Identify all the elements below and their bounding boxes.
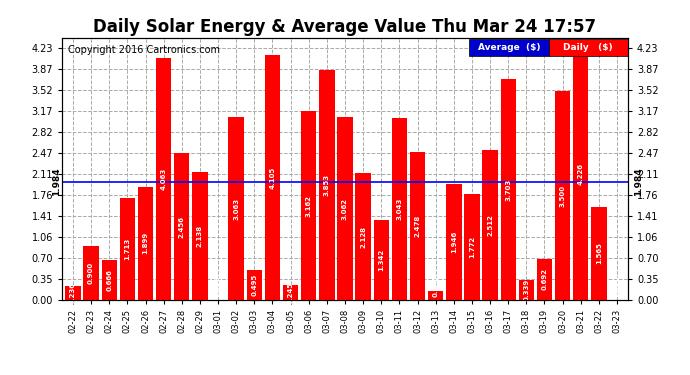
Text: 3.500: 3.500 (560, 184, 566, 207)
Bar (193, 172, 208, 300)
Text: 2.138: 2.138 (197, 225, 203, 247)
Text: 0.900: 0.900 (88, 262, 94, 284)
Bar (373, 220, 389, 300)
Text: 1.899: 1.899 (143, 232, 148, 255)
Text: 1.772: 1.772 (469, 236, 475, 258)
Bar (301, 111, 317, 300)
Bar (464, 194, 480, 300)
Bar (500, 79, 516, 300)
Bar (591, 207, 607, 300)
Text: 2.456: 2.456 (179, 216, 185, 238)
Bar (119, 198, 135, 300)
Text: 1.984: 1.984 (633, 167, 642, 196)
Bar (66, 286, 81, 300)
Bar (519, 280, 534, 300)
FancyBboxPatch shape (469, 39, 549, 56)
Bar (355, 173, 371, 300)
Bar (555, 91, 571, 300)
Text: 1.342: 1.342 (378, 249, 384, 271)
FancyBboxPatch shape (549, 39, 628, 56)
Bar (138, 187, 153, 300)
Text: 2.512: 2.512 (487, 214, 493, 236)
Bar (428, 291, 444, 300)
Text: 4.105: 4.105 (270, 166, 275, 189)
Text: 0.339: 0.339 (523, 279, 529, 301)
Bar (265, 55, 280, 300)
Bar (537, 259, 552, 300)
Bar (482, 150, 497, 300)
Text: 3.043: 3.043 (396, 198, 402, 220)
Bar (228, 117, 244, 300)
Text: 0.692: 0.692 (542, 268, 547, 290)
Bar (446, 184, 462, 300)
Text: Copyright 2016 Cartronics.com: Copyright 2016 Cartronics.com (68, 45, 219, 56)
Text: Daily   ($): Daily ($) (564, 43, 613, 52)
Text: 3.162: 3.162 (306, 195, 312, 217)
Text: 0.236: 0.236 (70, 282, 76, 304)
Text: 0.245: 0.245 (288, 282, 294, 304)
Text: 1.984: 1.984 (52, 167, 61, 196)
Bar (246, 270, 262, 300)
Bar (410, 152, 425, 300)
Text: 2.478: 2.478 (415, 215, 420, 237)
Bar (283, 285, 298, 300)
Text: 0.000: 0.000 (614, 275, 620, 297)
Text: 3.062: 3.062 (342, 198, 348, 220)
Text: 3.853: 3.853 (324, 174, 330, 196)
Bar (174, 153, 190, 300)
Text: 0.000: 0.000 (215, 275, 221, 297)
Text: 1.946: 1.946 (451, 231, 457, 253)
Text: 0.146: 0.146 (433, 275, 439, 297)
Text: 0.495: 0.495 (251, 274, 257, 296)
Text: 1.565: 1.565 (596, 242, 602, 264)
Bar (337, 117, 353, 300)
Bar (392, 118, 407, 300)
Title: Daily Solar Energy & Average Value Thu Mar 24 17:57: Daily Solar Energy & Average Value Thu M… (93, 18, 597, 36)
Text: Average  ($): Average ($) (478, 43, 540, 52)
Text: 1.713: 1.713 (124, 238, 130, 260)
Bar (319, 70, 335, 300)
Text: 3.063: 3.063 (233, 198, 239, 220)
Text: 0.666: 0.666 (106, 269, 112, 291)
Text: 2.128: 2.128 (360, 225, 366, 248)
Text: 4.226: 4.226 (578, 163, 584, 185)
Bar (83, 246, 99, 300)
Bar (156, 58, 171, 300)
Bar (101, 260, 117, 300)
Text: 4.063: 4.063 (161, 168, 167, 190)
Text: 3.703: 3.703 (505, 178, 511, 201)
Bar (573, 48, 589, 300)
